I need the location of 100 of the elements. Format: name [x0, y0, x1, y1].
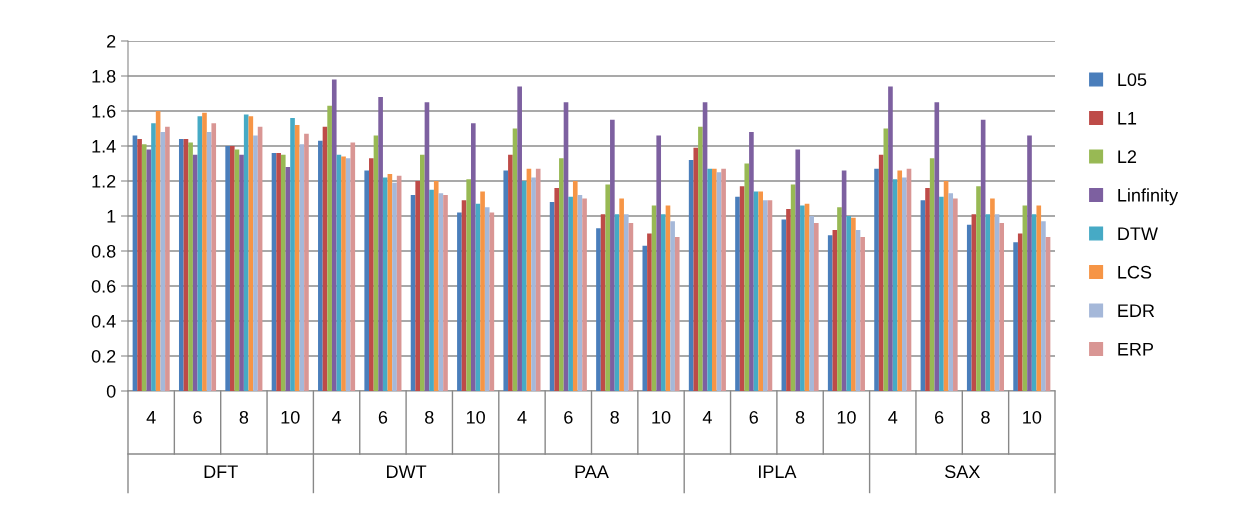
- bar: [466, 179, 471, 391]
- bar: [299, 144, 305, 391]
- bar: [350, 142, 356, 391]
- y-tick-label: 1.2: [92, 174, 116, 188]
- y-tick-label: 1: [107, 210, 116, 223]
- bar: [165, 126, 170, 391]
- x-tick-label: 8: [239, 410, 249, 424]
- bar: [851, 217, 856, 391]
- bar: [813, 223, 819, 391]
- bar: [1027, 135, 1032, 391]
- bar: [976, 186, 981, 391]
- bar: [860, 237, 865, 391]
- bar: [985, 214, 991, 391]
- bar: [953, 198, 958, 391]
- bar: [392, 182, 397, 391]
- bar: [934, 102, 940, 391]
- bar: [331, 79, 337, 391]
- y-tick-label: 0.4: [91, 314, 116, 328]
- bar: [304, 133, 309, 391]
- bar: [999, 223, 1005, 391]
- bar: [554, 188, 560, 391]
- x-tick-label: 6: [378, 410, 388, 424]
- bar: [415, 181, 421, 391]
- bar: [433, 181, 439, 391]
- bar: [243, 114, 249, 391]
- bar: [1036, 205, 1042, 391]
- bar: [559, 158, 564, 391]
- bar: [939, 196, 944, 391]
- bar: [837, 207, 842, 391]
- bar: [457, 212, 462, 391]
- bar: [1013, 242, 1018, 391]
- y-tick-label: 2: [107, 34, 116, 48]
- y-tick-label: 0.6: [91, 279, 116, 293]
- bar: [572, 181, 578, 391]
- legend-label: ERP: [1118, 342, 1154, 356]
- legend-label: EDR: [1118, 304, 1155, 317]
- bar: [846, 216, 852, 391]
- bar: [531, 177, 536, 391]
- bar: [707, 168, 713, 391]
- bar: [605, 184, 611, 391]
- bar: [484, 207, 490, 391]
- bar: [744, 163, 750, 391]
- bar: [902, 177, 907, 391]
- bar: [178, 139, 184, 391]
- bar: [623, 214, 629, 391]
- bar: [327, 105, 332, 391]
- x-tick-label: 8: [425, 410, 434, 424]
- bar: [341, 156, 346, 391]
- bar: [642, 245, 648, 391]
- bar: [188, 142, 193, 391]
- bar: [693, 147, 699, 391]
- legend-label: L1: [1118, 112, 1137, 125]
- x-tick-label: 10: [1023, 410, 1042, 424]
- bar: [429, 189, 434, 391]
- bar: [763, 200, 768, 391]
- bar: [160, 132, 166, 391]
- bar: [925, 188, 930, 391]
- bar: [619, 198, 624, 391]
- text: DFT: [204, 465, 238, 478]
- bar: [661, 214, 666, 391]
- bar: [202, 112, 207, 391]
- bar: [364, 170, 370, 391]
- x-tick-label: 6: [564, 410, 573, 424]
- bar: [211, 123, 217, 391]
- legend-label: Linfinity: [1118, 188, 1179, 206]
- bar: [503, 170, 509, 391]
- bar: [568, 196, 573, 391]
- bar: [369, 158, 374, 391]
- bar: [800, 205, 805, 391]
- x-tick-label: 6: [935, 410, 944, 424]
- x-tick-label: 6: [193, 410, 202, 424]
- bar: [1041, 221, 1046, 391]
- x-tick-label: 10: [652, 410, 671, 424]
- x-tick-label: 4: [702, 411, 712, 424]
- bar: [647, 233, 652, 391]
- x-tick-label: 8: [610, 410, 619, 424]
- bar: [290, 118, 295, 391]
- y-tick-label: 0: [106, 384, 116, 398]
- legend-label: DTW: [1118, 227, 1158, 240]
- bar: [888, 86, 893, 391]
- bar: [827, 235, 833, 391]
- y-tick-label: 1.6: [92, 104, 116, 118]
- x-tick-label: 10: [281, 410, 300, 424]
- legend-label: LCS: [1118, 265, 1152, 279]
- x-tick-label: 10: [837, 410, 856, 424]
- x-tick-label: 4: [888, 411, 898, 424]
- bar: [480, 191, 485, 391]
- bar: [897, 170, 903, 391]
- y-tick-label: 0.2: [91, 349, 116, 363]
- bar: [382, 177, 388, 391]
- bar: [874, 168, 879, 391]
- bar: [192, 154, 198, 391]
- bar: [674, 237, 680, 391]
- bar: [318, 140, 323, 391]
- bar: [670, 221, 675, 391]
- bar: [786, 209, 791, 391]
- bar: [443, 195, 448, 391]
- y-tick-label: 1.4: [92, 140, 116, 153]
- bar: [795, 149, 801, 391]
- bar: [253, 135, 258, 391]
